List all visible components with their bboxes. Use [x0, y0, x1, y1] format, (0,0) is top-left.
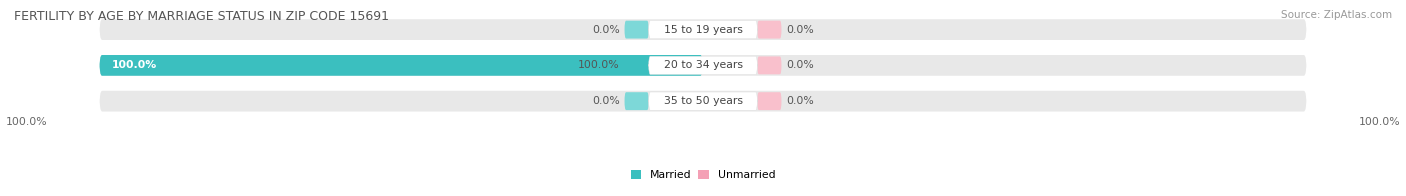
FancyBboxPatch shape: [648, 92, 758, 110]
Text: 0.0%: 0.0%: [592, 25, 620, 35]
FancyBboxPatch shape: [100, 19, 1306, 40]
FancyBboxPatch shape: [624, 21, 648, 39]
FancyBboxPatch shape: [100, 55, 1306, 76]
Text: FERTILITY BY AGE BY MARRIAGE STATUS IN ZIP CODE 15691: FERTILITY BY AGE BY MARRIAGE STATUS IN Z…: [14, 10, 389, 23]
FancyBboxPatch shape: [624, 92, 648, 110]
Text: 100.0%: 100.0%: [6, 117, 48, 127]
FancyBboxPatch shape: [758, 21, 782, 39]
FancyBboxPatch shape: [100, 55, 703, 76]
FancyBboxPatch shape: [648, 20, 758, 39]
Text: 0.0%: 0.0%: [592, 96, 620, 106]
Text: 100.0%: 100.0%: [111, 60, 156, 70]
Text: 100.0%: 100.0%: [578, 60, 620, 70]
Legend: Married, Unmarried: Married, Unmarried: [631, 170, 775, 180]
Text: Source: ZipAtlas.com: Source: ZipAtlas.com: [1281, 10, 1392, 20]
FancyBboxPatch shape: [758, 92, 782, 110]
Text: 35 to 50 years: 35 to 50 years: [664, 96, 742, 106]
FancyBboxPatch shape: [100, 91, 1306, 112]
Text: 0.0%: 0.0%: [786, 25, 814, 35]
Text: 100.0%: 100.0%: [1358, 117, 1400, 127]
FancyBboxPatch shape: [758, 56, 782, 74]
FancyBboxPatch shape: [648, 56, 758, 74]
Text: 15 to 19 years: 15 to 19 years: [664, 25, 742, 35]
Text: 0.0%: 0.0%: [786, 60, 814, 70]
Text: 20 to 34 years: 20 to 34 years: [664, 60, 742, 70]
Text: 0.0%: 0.0%: [786, 96, 814, 106]
